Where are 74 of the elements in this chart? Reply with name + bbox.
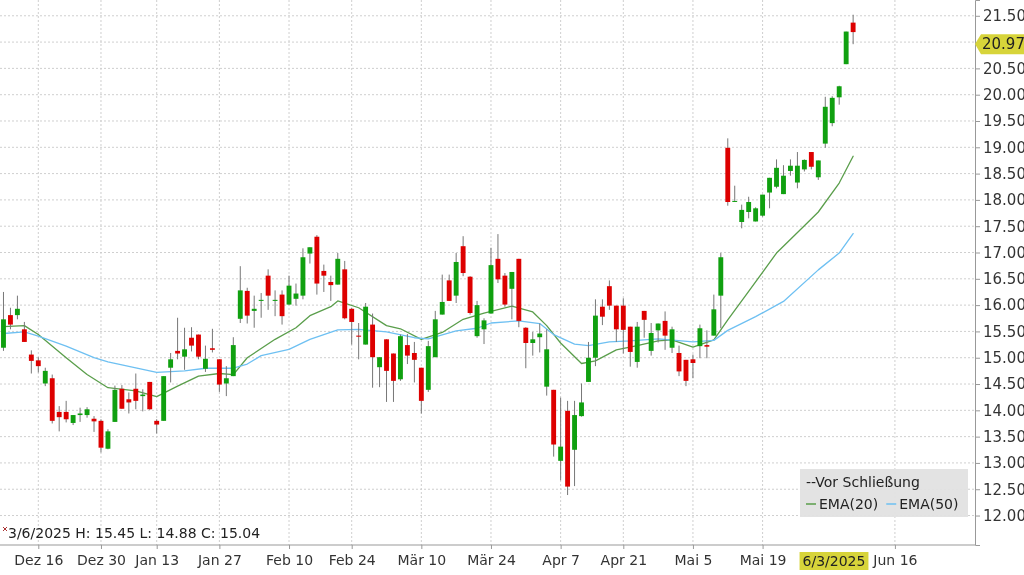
x-tick-label: Feb 24 [328,551,376,568]
x-tick-label: Feb 10 [265,551,314,568]
candlestick [56,405,62,432]
annotation: 3/6/2025 H: 15.45 L: 14.88 C: 15.04 [8,525,261,541]
candlestick [815,159,821,181]
candlestick [258,292,264,319]
candlestick [606,279,612,311]
x-tick-label: Dez 30 [76,551,126,568]
x-tick-label: Jun 16 [872,551,918,568]
text: 20.97 [982,35,1024,54]
candlestick [349,307,355,346]
candlestick [739,204,745,229]
candlestick [704,329,710,359]
x-tick-label: Mai 5 [674,551,713,568]
x-tick-label: Jan 13 [134,551,180,568]
candlestick [126,391,132,414]
candlestick [189,326,194,352]
candlestick [77,407,83,423]
x-tick-label: Apr 7 [542,551,580,568]
candlestick [746,196,752,219]
candlestick [641,310,647,339]
candlestick [404,333,410,365]
candlestick [265,268,271,311]
text: 6/3/2025 [802,553,866,569]
candlestick [579,383,584,418]
candlestick [307,246,313,265]
candlestick [446,274,452,302]
candlestick [411,341,417,383]
candlestick [133,373,139,410]
annotation: --Vor Schließung [806,473,920,490]
candlestick [356,322,362,360]
candlestick [794,151,800,189]
x-tick-label: Apr 21 [600,551,648,568]
candlestick [732,185,738,202]
candlestick [662,310,668,351]
candlestick [28,349,34,374]
candlestick [168,352,174,383]
candlestick [119,384,125,410]
x-tick-label: Mär 10 [397,551,447,568]
candlestick [175,317,181,360]
candlestick [272,289,278,317]
candlestick [21,321,27,343]
candlestick [774,158,779,189]
candlestick [203,345,208,373]
candlestick [328,275,334,302]
candlestick [196,334,201,360]
candlestick [599,298,605,326]
candlestick [781,164,786,195]
x-tick-label: Jan 27 [196,551,242,568]
candlestick [648,322,654,357]
legend-label: EMA(20) [819,495,879,512]
candlestick [321,264,327,293]
x-tick-label: Mai 19 [739,551,787,568]
candlestick [251,295,257,329]
candlestick [63,400,69,423]
candlestick [377,356,382,388]
candlestick [209,328,215,353]
candlestick [613,305,619,343]
legend-label: EMA(50) [899,495,959,512]
candlestick [558,397,564,481]
x-tick-label: Dez 16 [14,551,64,568]
candlestick [767,177,772,209]
candlestick [223,365,229,397]
candlestick [42,367,48,387]
candlestick [697,324,703,359]
candlestick [509,271,515,320]
candlestick [530,331,536,357]
candlestick [523,326,529,369]
candlestick [182,327,187,371]
candlestick [850,14,856,45]
x-tick-label: Mär 24 [467,551,516,568]
candlestick [439,274,445,316]
candlestick [14,295,20,320]
candlestick [8,307,13,330]
